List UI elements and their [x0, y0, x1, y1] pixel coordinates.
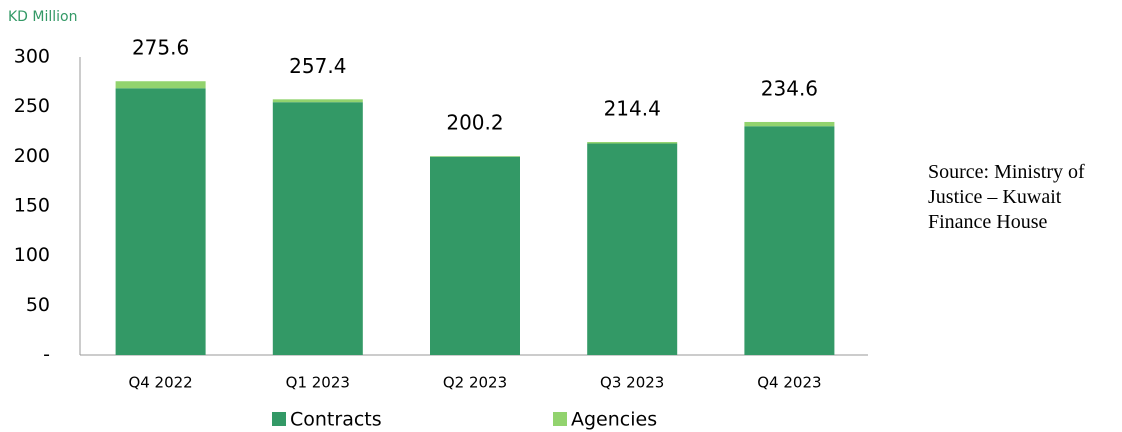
y-tick-label: 300 — [14, 46, 50, 68]
bar-segment — [272, 99, 363, 103]
x-tick-label: Q2 2023 — [443, 374, 507, 392]
legend-label: Contracts — [290, 409, 382, 431]
total-label: 275.6 — [132, 36, 189, 60]
legend-label: Agencies — [571, 409, 657, 431]
y-tick-label: 100 — [14, 244, 50, 266]
bar-segment — [115, 88, 206, 355]
total-label: 257.4 — [289, 54, 346, 78]
y-axis-label: KD Million — [8, 9, 78, 25]
total-label: 214.4 — [604, 97, 661, 121]
bar-segment — [272, 102, 363, 356]
bar-segment — [430, 156, 520, 355]
total-label: 200.2 — [446, 111, 503, 135]
bar-segment — [744, 121, 835, 127]
total-label: 234.6 — [761, 76, 818, 100]
x-tick-label: Q4 2023 — [757, 374, 821, 392]
x-tick-label: Q1 2023 — [286, 374, 350, 392]
y-tick-label: 150 — [14, 195, 50, 217]
bar-segment — [744, 126, 835, 355]
bar-segment — [115, 81, 206, 89]
y-tick-label: 200 — [14, 145, 50, 167]
x-tick-label: Q4 2022 — [128, 374, 192, 392]
bar-segment — [430, 156, 520, 157]
y-tick-label: 250 — [14, 95, 50, 117]
y-tick-label: - — [43, 344, 50, 366]
bar-segment — [587, 143, 678, 355]
legend-swatch — [553, 412, 567, 426]
source-note: Source: Ministry of Justice – Kuwait Fin… — [928, 161, 1085, 233]
y-tick-label: 50 — [26, 294, 50, 316]
bar-segment — [587, 142, 678, 144]
legend-swatch — [272, 412, 286, 426]
x-tick-label: Q3 2023 — [600, 374, 664, 392]
